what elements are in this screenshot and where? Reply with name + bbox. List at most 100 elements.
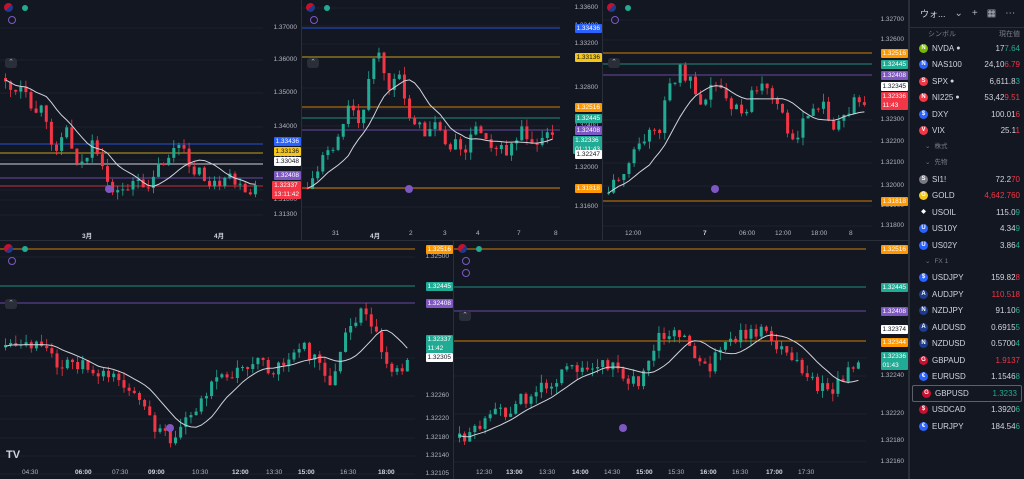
price-tag[interactable]: 1.32247	[574, 150, 602, 159]
sma-line[interactable]	[5, 329, 408, 428]
watchlist-row-eurusd[interactable]: € EURUSD 1.15468	[910, 369, 1024, 386]
sma-legend[interactable]	[4, 257, 28, 265]
price-plot[interactable]	[603, 0, 908, 240]
watchlist-row-gold[interactable]: G GOLD 4,642.760	[910, 188, 1024, 205]
y-tick-label[interactable]: 1.31600	[574, 203, 599, 210]
price-tag[interactable]: 1.32336 11:43	[880, 92, 908, 110]
x-tick-label[interactable]: 17:00	[766, 469, 783, 476]
chart-pane-tl[interactable]: ⌃1.370001.360001.350001.340001.330001.32…	[0, 0, 301, 240]
y-tick-label[interactable]: 1.34000	[273, 123, 298, 130]
price-tag[interactable]: 1.33048	[273, 157, 301, 166]
x-tick-label[interactable]: 06:00	[75, 469, 92, 476]
x-tick-label[interactable]: 15:00	[636, 469, 653, 476]
price-tag[interactable]: 1.32408	[880, 71, 908, 80]
y-tick-label[interactable]: 1.32220	[880, 410, 905, 417]
y-tick-label[interactable]: 1.36000	[273, 56, 298, 63]
settings-icon[interactable]	[611, 16, 619, 24]
x-tick-label[interactable]: 4月	[370, 233, 381, 240]
watchlist-row-us02y[interactable]: U US02Y 3.864	[910, 237, 1024, 254]
x-tick-label[interactable]: 12:00	[625, 230, 642, 237]
column-symbol[interactable]: シンボル	[928, 31, 956, 38]
y-tick-label[interactable]: 1.33600	[574, 4, 599, 11]
y-tick-label[interactable]: 1.32100	[880, 159, 905, 166]
x-tick-label[interactable]: 8	[554, 230, 558, 237]
settings-icon[interactable]	[462, 269, 470, 277]
x-tick-label[interactable]: 15:30	[668, 469, 685, 476]
watchlist-row-si1[interactable]: S SI1! 72.270	[910, 171, 1024, 188]
price-plot[interactable]	[0, 0, 301, 240]
price-plot[interactable]	[0, 241, 453, 479]
x-tick-label[interactable]: 3月	[82, 233, 93, 240]
collapse-legend-icon[interactable]: ⌃	[608, 58, 620, 68]
x-tick-label[interactable]: 4月	[214, 233, 225, 240]
watchlist-row-us10y[interactable]: U US10Y 4.349	[910, 221, 1024, 238]
watchlist-section[interactable]: ⌄ 株式	[910, 139, 1024, 155]
x-tick-label[interactable]: 16:30	[732, 469, 749, 476]
x-tick-label[interactable]: 07:30	[112, 469, 129, 476]
x-tick-label[interactable]: 15:00	[298, 469, 315, 476]
sma-legend[interactable]	[306, 16, 330, 24]
y-tick-label[interactable]: 1.32160	[880, 458, 905, 465]
watchlist-row-gbpaud[interactable]: G GBPAUD 1.9137	[910, 352, 1024, 369]
price-tag[interactable]: 1.32445	[574, 114, 602, 123]
watchlist-row-dxy[interactable]: $ DXY 100.016	[910, 106, 1024, 123]
y-tick-label[interactable]: 1.31800	[880, 222, 905, 229]
price-tag[interactable]: 1.32337 13:11:42	[272, 181, 301, 199]
x-tick-label[interactable]: 13:30	[539, 469, 556, 476]
x-tick-label[interactable]: 4	[476, 230, 480, 237]
x-tick-label[interactable]: 31	[332, 230, 340, 237]
x-tick-label[interactable]: 16:00	[700, 469, 717, 476]
price-tag[interactable]: 1.32445	[880, 283, 908, 292]
chart-pane-br[interactable]: ⌃1.322881.322401.322201.321801.321601.32…	[454, 241, 908, 479]
economic-event-icon[interactable]	[710, 185, 719, 193]
y-tick-label[interactable]: 1.32180	[425, 434, 450, 441]
watchlist-row-vix[interactable]: V VIX 25.11	[910, 123, 1024, 140]
price-tag[interactable]: 1.32336 01:43	[880, 352, 908, 370]
y-tick-label[interactable]: 1.32300	[880, 116, 905, 123]
x-tick-label[interactable]: 18:00	[378, 469, 395, 476]
x-tick-label[interactable]: 14:00	[572, 469, 589, 476]
collapse-legend-icon[interactable]: ⌃	[5, 299, 17, 309]
watchlist-section[interactable]: ⌄ 先物	[910, 155, 1024, 171]
economic-event-icon[interactable]	[166, 424, 174, 432]
watchlist-row-spx[interactable]: S SPX ● 6,611.83	[910, 73, 1024, 90]
chart-pane-tr[interactable]: ⌃ 1.32700 1.32600 1.32300 1.32200 1.32100 1.32…	[603, 0, 908, 240]
y-tick-label[interactable]: 1.32000	[880, 182, 905, 189]
y-tick-label[interactable]: 1.32240	[880, 372, 905, 379]
x-tick-label[interactable]: 8	[849, 230, 853, 237]
x-tick-label[interactable]: 06:00	[739, 230, 756, 237]
watchlist-row-eurjpy[interactable]: € EURJPY 184.546	[910, 418, 1024, 435]
price-tag[interactable]: 1.32408	[425, 299, 453, 308]
add-symbol-icon[interactable]: +	[971, 8, 978, 19]
x-tick-label[interactable]: 12:00	[775, 230, 792, 237]
y-tick-label[interactable]: 1.31300	[273, 211, 298, 218]
x-tick-label[interactable]: 7	[517, 230, 521, 237]
price-tag[interactable]: 1.32305	[425, 353, 453, 362]
settings-icon[interactable]	[8, 16, 16, 24]
watchlist-row-usdcad[interactable]: $ USDCAD 1.39206	[910, 402, 1024, 419]
y-tick-label[interactable]: 1.32600	[880, 36, 905, 43]
x-tick-label[interactable]: 17:30	[798, 469, 815, 476]
price-tag[interactable]: 1.32344	[880, 338, 908, 347]
y-tick-label[interactable]: 1.35000	[273, 89, 298, 96]
x-tick-label[interactable]: 12:00	[232, 469, 249, 476]
y-tick-label[interactable]: 1.31800	[273, 196, 298, 203]
collapse-legend-icon[interactable]: ⌃	[459, 311, 471, 321]
y-tick-label[interactable]: 1.32800	[574, 84, 599, 91]
price-tag[interactable]: 1.32445	[425, 282, 453, 291]
x-tick-label[interactable]: 3	[443, 230, 447, 237]
x-tick-label[interactable]: 13:30	[266, 469, 283, 476]
y-tick-label[interactable]: 1.32180	[880, 437, 905, 444]
x-tick-label[interactable]: 04:30	[22, 469, 39, 476]
watchlist-title[interactable]: ウォ...	[920, 9, 946, 19]
price-tag[interactable]: 1.32408	[880, 307, 908, 316]
price-plot[interactable]	[454, 241, 908, 479]
x-tick-label[interactable]: 10:30	[192, 469, 209, 476]
sma-line[interactable]	[608, 85, 865, 194]
x-tick-label[interactable]: 12:30	[476, 469, 493, 476]
y-tick-label[interactable]: 1.32500	[425, 253, 450, 260]
chevron-down-icon[interactable]: ⌄	[925, 143, 931, 150]
x-tick-label[interactable]: 09:00	[148, 469, 165, 476]
y-tick-label[interactable]: 1.32260	[425, 392, 450, 399]
